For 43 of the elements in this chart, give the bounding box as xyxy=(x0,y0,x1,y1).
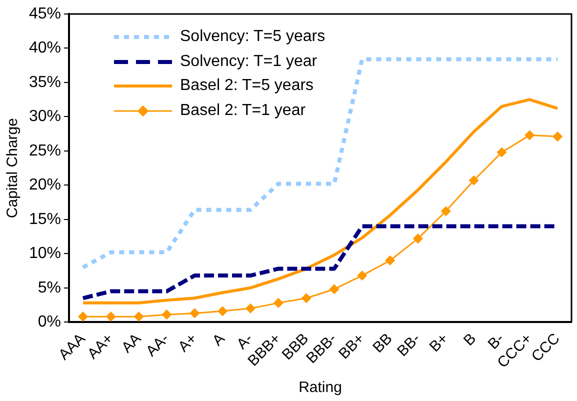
x-tick-label: AA- xyxy=(142,330,172,360)
legend-label: Basel 2: T=5 years xyxy=(180,77,314,96)
point xyxy=(162,310,172,320)
point xyxy=(357,270,367,280)
point xyxy=(413,234,423,244)
y-tick-label: 35% xyxy=(28,74,62,91)
point xyxy=(552,132,562,142)
point xyxy=(134,312,144,322)
point xyxy=(496,148,506,158)
point xyxy=(190,308,200,318)
y-tick-label: 0% xyxy=(38,314,62,331)
y-tick-label: 10% xyxy=(28,245,62,262)
x-tick-label: A xyxy=(209,330,228,350)
point xyxy=(246,304,256,314)
y-tick-label: 30% xyxy=(28,108,62,126)
y-tick-label: 20% xyxy=(28,176,62,194)
y-tick-label: 5% xyxy=(38,279,62,296)
y-tick-label: 40% xyxy=(28,40,62,57)
x-tick-label: BB- xyxy=(394,330,424,360)
point xyxy=(441,206,451,216)
x-tick-label: AA xyxy=(118,330,145,356)
x-tick-label: A+ xyxy=(175,330,201,356)
x-axis-title: Rating xyxy=(298,379,342,396)
x-tick-label: BB xyxy=(370,330,396,356)
point xyxy=(469,176,479,186)
x-tick-label: B xyxy=(460,330,480,350)
point xyxy=(385,256,395,266)
x-tick-label: B+ xyxy=(426,330,452,356)
point xyxy=(302,293,312,303)
legend-label: Basel 2: T=1 year xyxy=(180,102,306,120)
legend-label: Solvency: T=5 years xyxy=(180,28,326,46)
point xyxy=(78,312,88,322)
x-tick-label: BB+ xyxy=(336,330,368,363)
y-tick-label: 45% xyxy=(28,5,62,22)
point xyxy=(274,298,284,308)
point xyxy=(106,312,116,322)
y-axis-title: Capital Charge xyxy=(4,118,22,218)
point xyxy=(524,130,534,140)
point xyxy=(218,306,228,316)
point xyxy=(329,284,339,294)
y-tick-label: 15% xyxy=(28,210,62,228)
legend-label: Solvency: T=1 year xyxy=(180,52,318,71)
y-tick-label: 25% xyxy=(28,142,62,160)
